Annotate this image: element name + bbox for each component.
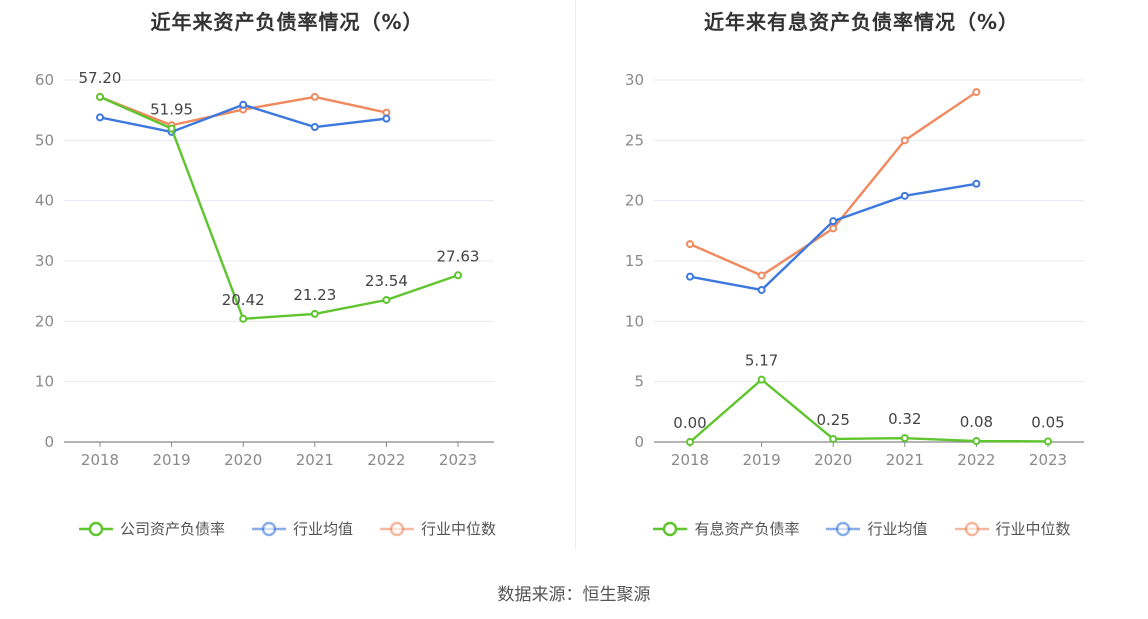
legend-label: 公司资产负债率 (119, 520, 225, 538)
chart-legend: 公司资产负债率 行业均值 行业中位数 (0, 518, 574, 539)
data-label: 0.25 (816, 411, 849, 429)
data-point (900, 434, 909, 443)
x-tick-label: 2020 (814, 451, 852, 469)
x-tick-label: 2021 (886, 451, 924, 469)
data-point (454, 271, 462, 280)
line-chart-interest-debt-ratio: 0 5 10 15 20 25 30 2018 2019 2020 2021 2022 2023 0.00… (625, 71, 1084, 469)
legend-swatch-icon (954, 521, 989, 536)
legend-label: 行业中位数 (421, 520, 497, 538)
y-tick-label: 20 (35, 312, 54, 330)
x-tick-label: 2018 (81, 451, 119, 469)
y-tick-label: 25 (625, 131, 644, 149)
data-label: 0.05 (1031, 413, 1064, 431)
data-point (900, 136, 909, 145)
chart-title: 近年来有息资产负债率情况（%） (703, 10, 1020, 34)
y-tick-label: 20 (625, 192, 644, 210)
legend-swatch-icon (653, 521, 688, 536)
data-label: 0.32 (888, 410, 921, 428)
chart-panel-debt-ratio: 近年来资产负债率情况（%） 0 10 20 30 40 50 60 2018 2019 2020 2… (0, 0, 574, 560)
data-point (757, 285, 766, 294)
legend-item[interactable]: 行业中位数 (954, 518, 1071, 539)
panel-divider (575, 0, 576, 550)
y-tick-label: 30 (35, 252, 54, 270)
y-tick-label: 60 (35, 71, 54, 89)
legend-item[interactable]: 行业均值 (251, 518, 353, 539)
legend-label: 有息资产负债率 (694, 520, 800, 538)
data-point (972, 179, 981, 188)
x-tick-label: 2019 (743, 451, 781, 469)
y-tick-label: 10 (625, 312, 644, 330)
data-point (829, 224, 838, 233)
data-label: 5.17 (745, 352, 778, 370)
data-point (757, 271, 766, 280)
y-tick-label: 30 (625, 71, 644, 89)
chart-panel-interest-debt-ratio: 近年来有息资产负债率情况（%） 0 5 10 15 20 25 30 2018 2019 2020… (575, 0, 1148, 560)
legend-item[interactable]: 公司资产负债率 (78, 518, 225, 539)
series-line-company (99, 95, 459, 320)
legend-swatch-icon (78, 521, 113, 536)
x-tick-label: 2021 (296, 451, 334, 469)
x-tick-label: 2023 (439, 451, 477, 469)
legend-swatch-icon (380, 521, 414, 536)
data-label: 27.63 (437, 247, 480, 265)
data-point (757, 375, 766, 384)
legend-label: 行业均值 (867, 520, 928, 538)
data-point (972, 88, 981, 97)
data-label: 21.23 (293, 286, 336, 304)
y-tick-label: 50 (35, 131, 54, 149)
legend-item[interactable]: 有息资产负债率 (652, 518, 799, 539)
data-point (972, 437, 981, 446)
data-label: 51.95 (150, 101, 193, 119)
y-tick-label: 0 (44, 433, 54, 451)
line-chart-debt-ratio: 0 10 20 30 40 50 60 2018 2019 2020 2021 2022 2023 57.… (35, 69, 494, 469)
legend-swatch-icon (826, 521, 861, 536)
x-tick-label: 2019 (153, 451, 191, 469)
y-tick-label: 15 (625, 252, 644, 270)
data-point (310, 92, 319, 101)
data-point (829, 434, 838, 443)
x-tick-label: 2020 (224, 451, 262, 469)
data-point (1044, 437, 1052, 446)
data-point (96, 92, 104, 101)
series-line-company (689, 378, 1049, 443)
legend-label: 行业均值 (292, 520, 353, 538)
series-line-industry-median (689, 91, 978, 277)
data-point (829, 217, 838, 226)
legend-item[interactable]: 行业均值 (825, 518, 928, 539)
data-source-note: 数据来源：恒生聚源 (497, 585, 651, 605)
chart-title: 近年来资产负债率情况（%） (150, 10, 424, 34)
x-tick-label: 2023 (1029, 451, 1067, 469)
series-line-industry-mean (689, 182, 977, 292)
legend-item[interactable]: 行业中位数 (379, 518, 496, 539)
data-point (382, 114, 391, 123)
data-point (900, 191, 909, 200)
data-label: 23.54 (365, 272, 408, 290)
x-tick-label: 2018 (671, 451, 709, 469)
data-point (382, 295, 391, 304)
data-label: 0.00 (673, 414, 706, 432)
data-point (239, 100, 248, 109)
chart-legend: 有息资产负债率 行业均值 行业中位数 (575, 518, 1148, 539)
legend-swatch-icon (251, 521, 286, 536)
data-point (167, 124, 176, 133)
x-tick-label: 2022 (957, 451, 995, 469)
data-point (686, 438, 694, 446)
y-tick-label: 5 (634, 373, 644, 391)
x-tick-label: 2022 (367, 451, 405, 469)
data-label: 0.08 (960, 413, 993, 431)
y-tick-label: 40 (35, 192, 54, 210)
data-point (239, 314, 248, 323)
data-point (96, 113, 104, 122)
data-point (686, 272, 694, 281)
y-tick-label: 10 (35, 373, 54, 391)
y-tick-label: 0 (634, 433, 644, 451)
legend-label: 行业中位数 (995, 520, 1071, 538)
data-point (310, 309, 319, 318)
data-point (310, 123, 319, 132)
data-label: 20.42 (222, 291, 265, 309)
data-label: 57.20 (79, 69, 122, 87)
data-point (686, 240, 694, 249)
